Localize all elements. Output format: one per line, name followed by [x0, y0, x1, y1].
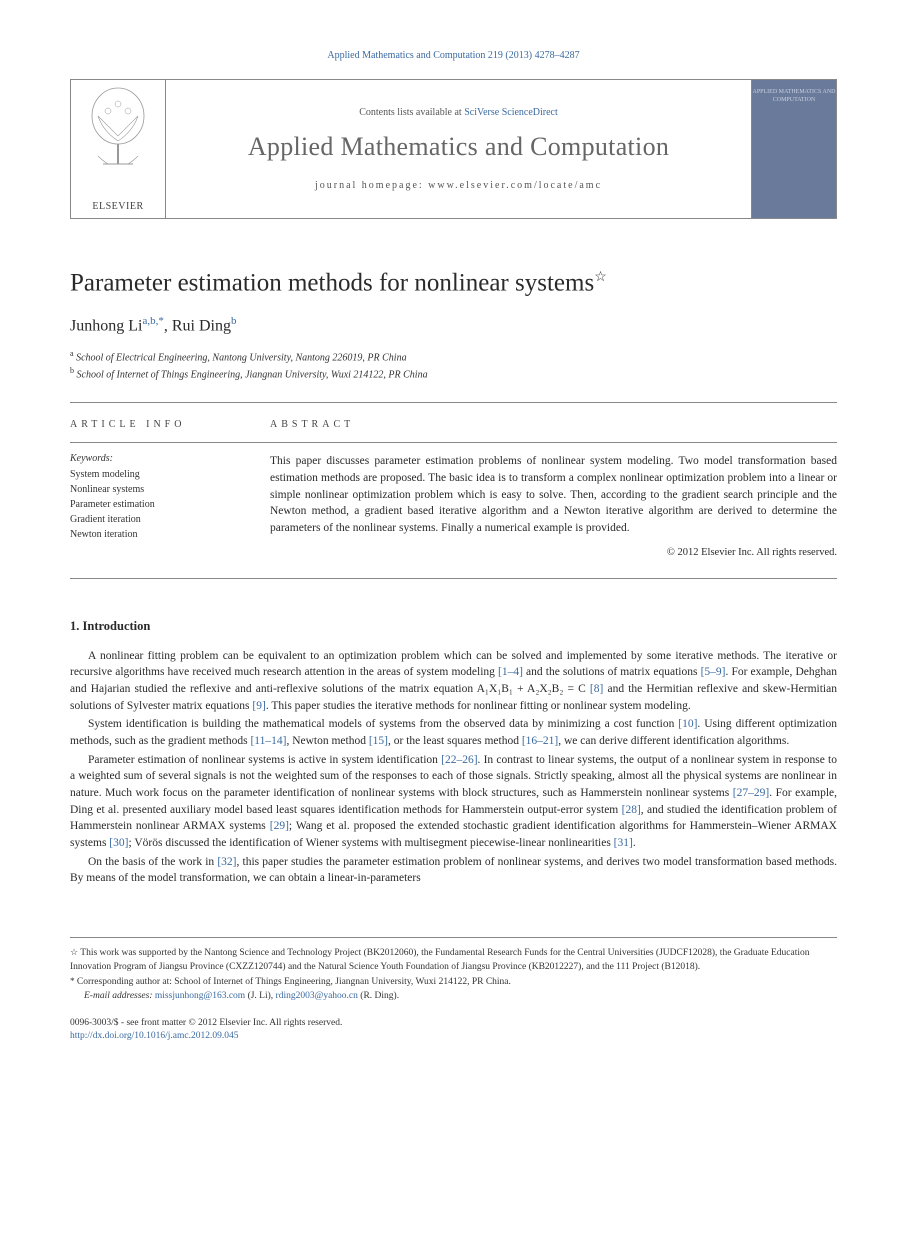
title-text: Parameter estimation methods for nonline…: [70, 269, 594, 296]
ref-link[interactable]: [30]: [109, 837, 128, 849]
author-aff-mark: a,b,*: [142, 315, 163, 327]
body-span: Parameter estimation of nonlinear system…: [88, 754, 441, 766]
ref-link[interactable]: [5–9]: [701, 666, 726, 678]
aff-mark: a: [70, 349, 74, 358]
ref-link[interactable]: [28]: [622, 804, 641, 816]
email-link[interactable]: missjunhong@163.com: [155, 991, 245, 1001]
article-info-column: ARTICLE INFO Keywords: System modeling N…: [70, 419, 270, 557]
doi-link[interactable]: http://dx.doi.org/10.1016/j.amc.2012.09.…: [70, 1031, 238, 1041]
publisher-name: ELSEVIER: [92, 201, 143, 212]
section-header-intro: 1. Introduction: [70, 619, 837, 634]
abstract-text: This paper discusses parameter estimatio…: [270, 453, 837, 536]
abstract-header: ABSTRACT: [270, 419, 837, 430]
body-span: , we can derive different identification…: [558, 735, 789, 747]
section-divider: [70, 402, 837, 403]
journal-name: Applied Mathematics and Computation: [248, 132, 669, 162]
cover-text: APPLIED MATHEMATICS AND COMPUTATION: [752, 88, 836, 105]
aff-text: School of Internet of Things Engineering…: [77, 369, 428, 380]
email-label: E-mail addresses:: [84, 991, 155, 1001]
keyword-item: Newton iteration: [70, 527, 246, 542]
abstract-column: ABSTRACT This paper discusses parameter …: [270, 419, 837, 557]
ref-link[interactable]: [15]: [369, 735, 388, 747]
funding-text: This work was supported by the Nantong S…: [70, 948, 809, 972]
ref-link[interactable]: [22–26]: [441, 754, 477, 766]
footnote-mark: *: [70, 976, 75, 986]
keywords-list: System modeling Nonlinear systems Parame…: [70, 467, 246, 542]
aff-mark: b: [70, 366, 74, 375]
ref-link[interactable]: [8]: [590, 683, 603, 695]
journal-homepage[interactable]: journal homepage: www.elsevier.com/locat…: [315, 180, 602, 191]
email-who: (J. Li),: [245, 991, 275, 1001]
body-span: . This paper studies the iterative metho…: [266, 700, 691, 712]
abstract-divider: [270, 442, 837, 443]
keyword-item: Nonlinear systems: [70, 482, 246, 497]
header-citation: Applied Mathematics and Computation 219 …: [70, 50, 837, 61]
affiliations: a School of Electrical Engineering, Nant…: [70, 348, 837, 383]
keyword-item: Gradient iteration: [70, 512, 246, 527]
front-matter-line: 0096-3003/$ - see front matter © 2012 El…: [70, 1017, 837, 1030]
keywords-label: Keywords:: [70, 453, 246, 464]
abstract-copyright: © 2012 Elsevier Inc. All rights reserved…: [270, 547, 837, 558]
paragraph: Parameter estimation of nonlinear system…: [70, 752, 837, 852]
author-aff-mark: b: [231, 315, 237, 327]
body-text: A nonlinear fitting problem can be equiv…: [70, 648, 837, 887]
body-span: On the basis of the work in: [88, 856, 217, 868]
contents-available-line: Contents lists available at SciVerse Sci…: [359, 107, 558, 118]
contents-prefix: Contents lists available at: [359, 107, 464, 118]
body-span: System identification is building the ma…: [88, 718, 678, 730]
body-span: ; Vörös discussed the identification of …: [128, 837, 613, 849]
author-name: Junhong Li: [70, 318, 142, 335]
corresponding-footnote: * Corresponding author at: School of Int…: [70, 975, 837, 989]
footnotes: ☆ This work was supported by the Nantong…: [70, 937, 837, 1003]
email-who: (R. Ding).: [358, 991, 399, 1001]
ref-link[interactable]: [10]: [678, 718, 697, 730]
authors-line: Junhong Lia,b,*, Rui Dingb: [70, 315, 837, 335]
article-title: Parameter estimation methods for nonline…: [70, 269, 837, 297]
corr-text: Corresponding author at: School of Inter…: [77, 977, 511, 987]
author-name: Rui Ding: [172, 318, 231, 335]
masthead-center: Contents lists available at SciVerse Sci…: [166, 80, 751, 218]
email-link[interactable]: rding2003@yahoo.cn: [276, 991, 358, 1001]
keyword-item: System modeling: [70, 467, 246, 482]
info-divider: [70, 442, 270, 443]
footnote-mark: ☆: [70, 947, 78, 957]
section-divider: [70, 578, 837, 579]
ref-link[interactable]: [1–4]: [498, 666, 523, 678]
ref-link[interactable]: [27–29]: [733, 787, 769, 799]
keyword-item: Parameter estimation: [70, 497, 246, 512]
ref-link[interactable]: [29]: [270, 820, 289, 832]
ref-link[interactable]: [9]: [252, 700, 265, 712]
sciencedirect-link[interactable]: SciVerse ScienceDirect: [464, 107, 558, 118]
ref-link[interactable]: [32]: [217, 856, 236, 868]
footer-meta: 0096-3003/$ - see front matter © 2012 El…: [70, 1017, 837, 1044]
title-footnote-mark: ☆: [594, 270, 607, 285]
journal-cover-thumb: APPLIED MATHEMATICS AND COMPUTATION: [751, 80, 836, 218]
journal-masthead: ELSEVIER Contents lists available at Sci…: [70, 79, 837, 219]
elsevier-tree-icon: [83, 86, 153, 171]
affiliation-line: a School of Electrical Engineering, Nant…: [70, 348, 837, 365]
article-info-header: ARTICLE INFO: [70, 419, 246, 430]
paragraph: A nonlinear fitting problem can be equiv…: [70, 648, 837, 715]
paragraph: On the basis of the work in [32], this p…: [70, 854, 837, 887]
email-footnote: E-mail addresses: missjunhong@163.com (J…: [70, 989, 837, 1003]
ref-link[interactable]: [31]: [614, 837, 633, 849]
ref-link[interactable]: [11–14]: [250, 735, 286, 747]
funding-footnote: ☆ This work was supported by the Nantong…: [70, 946, 837, 975]
affiliation-line: b School of Internet of Things Engineeri…: [70, 365, 837, 382]
aff-text: School of Electrical Engineering, Nanton…: [76, 352, 407, 363]
body-span: and the solutions of matrix equations: [523, 666, 701, 678]
body-span: , or the least squares method: [388, 735, 522, 747]
publisher-panel: ELSEVIER: [71, 80, 166, 218]
ref-link[interactable]: [16–21]: [522, 735, 558, 747]
body-span: .: [633, 837, 636, 849]
body-span: , Newton method: [286, 735, 368, 747]
paragraph: System identification is building the ma…: [70, 716, 837, 749]
